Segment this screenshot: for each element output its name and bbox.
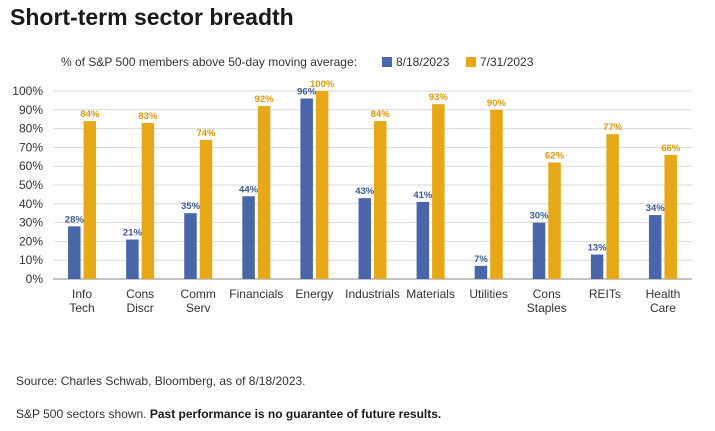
y-tick-label: 30%: [19, 216, 43, 230]
y-tick-label: 100%: [12, 84, 43, 98]
bar-series-2: [199, 139, 213, 279]
data-label: 92%: [255, 94, 275, 105]
category-label: Utilities: [469, 287, 508, 301]
category-label: Cons: [126, 287, 154, 301]
data-label: 74%: [196, 128, 216, 139]
bar-series-2: [490, 109, 503, 279]
bar-chart: % of S&P 500 members above 50-day moving…: [12, 55, 692, 315]
category-label: Energy: [295, 287, 333, 301]
category-label: Industrials: [345, 287, 400, 301]
bar-series-2: [83, 121, 97, 279]
legend-label-series-2: 7/31/2023: [480, 55, 534, 69]
data-label: 41%: [413, 190, 433, 201]
bar-series-2: [374, 121, 387, 279]
category-label: Info: [72, 287, 92, 301]
bar-series-2: [432, 104, 445, 279]
data-label: 66%: [661, 143, 681, 154]
bar-series-1: [126, 239, 139, 279]
legend-swatch-series-2: [466, 57, 476, 67]
data-label: 90%: [487, 98, 507, 109]
y-tick-label: 80%: [19, 122, 43, 136]
bar-series-1: [416, 201, 430, 279]
data-label: 34%: [646, 203, 666, 214]
bar-series-2: [257, 106, 271, 279]
category-label: Comm: [181, 287, 216, 301]
bar-series-1: [590, 254, 604, 279]
bar-series-1: [300, 98, 313, 280]
bar-series-2: [606, 134, 619, 279]
bar-series-1: [532, 222, 546, 279]
data-label: 35%: [181, 201, 201, 212]
y-tick-label: 20%: [19, 234, 43, 248]
data-label: 30%: [530, 211, 550, 222]
category-label: Financials: [229, 287, 283, 301]
category-label: Staples: [527, 301, 567, 315]
y-tick-label: 90%: [19, 103, 43, 117]
bar-series-1: [358, 198, 371, 279]
data-label: 83%: [138, 111, 158, 122]
legend-swatch-series-1: [382, 57, 392, 67]
y-tick-label: 40%: [19, 197, 43, 211]
category-label: Discr: [126, 301, 153, 315]
bar-series-1: [474, 265, 488, 279]
legend-prefix: % of S&P 500 members above 50-day moving…: [61, 55, 357, 69]
data-label: 100%: [310, 79, 335, 90]
data-label: 93%: [429, 92, 449, 103]
bar-series-1: [184, 213, 197, 279]
category-label: Tech: [69, 301, 94, 315]
y-tick-label: 60%: [19, 159, 43, 173]
bar-series-1: [242, 196, 255, 279]
bar-series-2: [141, 122, 155, 280]
data-label: 13%: [588, 243, 608, 254]
category-label: Health: [646, 287, 681, 301]
data-labels: 28% 84% 21% 83% 35% 74% 44% 92% 96%100% 43% 84% 41%…: [65, 79, 681, 265]
footnote-text: S&P 500 sectors shown.: [16, 407, 150, 421]
legend: % of S&P 500 members above 50-day moving…: [61, 55, 534, 69]
data-label: 77%: [603, 122, 623, 133]
y-tick-label: 50%: [19, 178, 43, 192]
data-label: 84%: [371, 109, 391, 120]
bar-series-2: [315, 91, 329, 279]
data-label: 96%: [297, 87, 317, 98]
legend-label-series-1: 8/18/2023: [396, 55, 450, 69]
bar-series-2: [664, 154, 677, 279]
source-note: Source: Charles Schwab, Bloomberg, as of…: [16, 374, 306, 388]
category-label: Serv: [186, 301, 211, 315]
disclaimer-text: Past performance is no guarantee of futu…: [149, 407, 442, 421]
bar-series-1: [68, 226, 81, 279]
data-label: 43%: [355, 186, 375, 197]
bar-series-2: [548, 162, 561, 279]
data-label: 84%: [80, 109, 100, 120]
data-label: 44%: [239, 184, 259, 195]
y-tick-label: 10%: [19, 253, 43, 267]
bar-series-1: [648, 215, 662, 279]
data-label: 7%: [474, 254, 488, 265]
data-label: 28%: [65, 214, 85, 225]
chart-title: Short-term sector breadth: [10, 4, 294, 30]
y-tick-label: 70%: [19, 140, 43, 154]
footnote: S&P 500 sectors shown. Past performance …: [16, 407, 441, 421]
category-label: Cons: [533, 287, 561, 301]
category-label: Care: [650, 301, 676, 315]
bars: [68, 91, 677, 280]
data-label: 21%: [123, 228, 143, 239]
data-label: 62%: [545, 150, 565, 161]
y-tick-label: 0%: [26, 272, 44, 286]
y-axis: 0% 10% 20% 30% 40% 50% 60% 70% 80% 90% 100%: [12, 84, 43, 286]
category-label: REITs: [589, 287, 621, 301]
category-label: Materials: [406, 287, 455, 301]
gridlines: [53, 90, 692, 280]
